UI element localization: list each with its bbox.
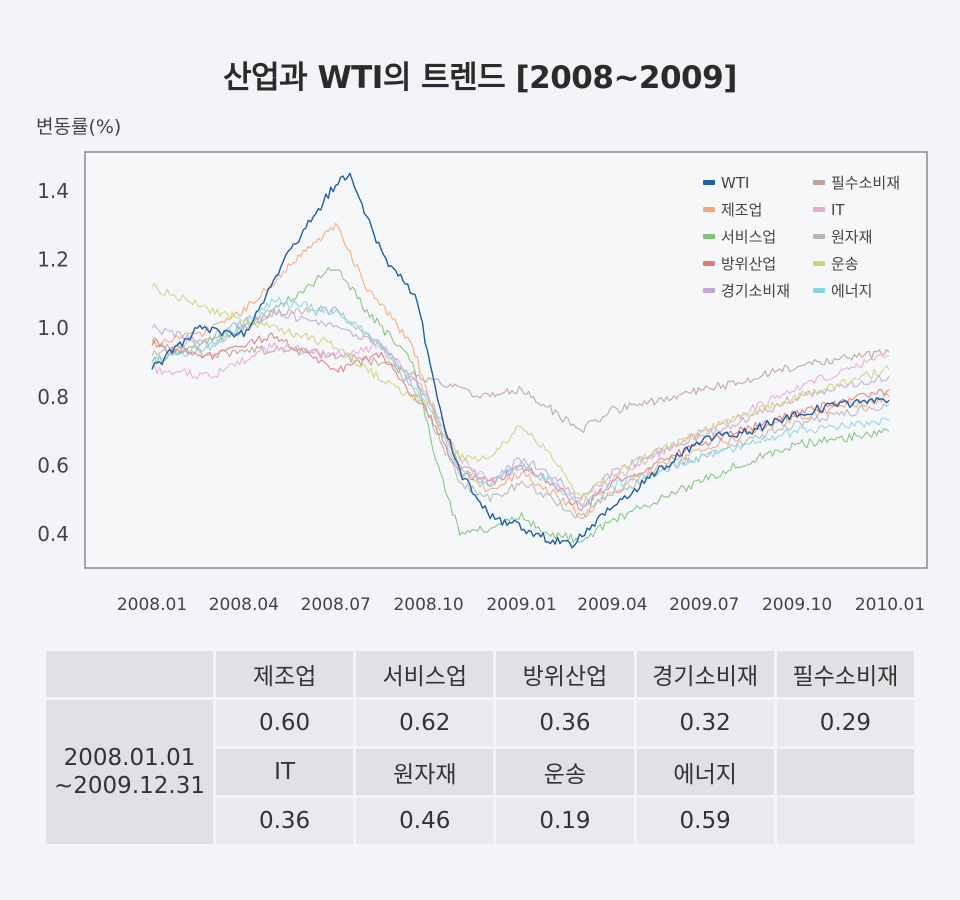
legend-label: 서비스업 — [721, 228, 776, 246]
legend-swatch — [813, 207, 825, 212]
legend-label: 원자재 — [831, 228, 872, 246]
legend-label: 제조업 — [721, 201, 762, 219]
plot-area — [84, 151, 928, 569]
legend-swatch — [703, 261, 715, 266]
legend-swatch — [813, 180, 825, 185]
table-cell — [773, 795, 918, 847]
table-row: 0.36 0.46 0.19 0.59 — [45, 795, 918, 847]
table-header: 제조업 — [212, 648, 357, 700]
table-cell: 0.19 — [493, 795, 637, 847]
x-tick-label: 2008.01 — [117, 595, 187, 615]
x-tick-label: 2010.01 — [855, 595, 925, 615]
table-header: 경기소비재 — [633, 648, 777, 700]
series-lines — [151, 172, 890, 549]
y-tick-label: 1.0 — [37, 316, 69, 340]
x-tick-label: 2009.01 — [486, 595, 556, 615]
table-header — [773, 746, 918, 798]
table-header: 서비스업 — [353, 648, 497, 700]
legend-label: WTI — [721, 174, 749, 192]
table-cell: 0.29 — [773, 697, 918, 749]
legend-swatch — [813, 288, 825, 293]
table-cell: 0.60 — [212, 697, 357, 749]
table-header: IT — [212, 746, 357, 798]
series-line — [151, 306, 890, 519]
legend-swatch — [813, 234, 825, 239]
table-corner — [43, 648, 216, 700]
x-tick-label: 2009.07 — [669, 595, 739, 615]
legend-label: 필수소비재 — [831, 174, 900, 192]
series-line — [151, 266, 890, 544]
series-line — [151, 342, 890, 507]
table-header: 필수소비재 — [773, 648, 918, 700]
x-tick-label: 2009.04 — [577, 595, 647, 615]
table-header: 방위산업 — [493, 648, 637, 700]
legend-label: 운송 — [831, 255, 859, 273]
y-axis-label: 변동률(%) — [36, 116, 121, 138]
correlation-table: 제조업 서비스업 방위산업 경기소비재 필수소비재 2008.01.01 ~200… — [43, 648, 918, 847]
x-axis-ticks: 2008.01 2008.04 2008.07 2008.10 2009.01 2009.… — [117, 595, 925, 615]
series-line — [151, 283, 890, 500]
period-label: 2008.01.01 ~2009.12.31 — [43, 697, 216, 847]
period-label-text: 2008.01.01 ~2009.12.31 — [54, 745, 205, 799]
y-axis-ticks: 0.4 0.6 0.8 1.0 1.2 1.4 — [37, 179, 69, 546]
series-line — [151, 296, 890, 508]
legend-label: 경기소비재 — [721, 282, 790, 300]
y-tick-label: 1.4 — [37, 179, 69, 203]
line-chart: 변동률(%) 0.4 0.6 0.8 1.0 1.2 1.4 2008.01 2008.04… — [36, 116, 928, 615]
table-header: 운송 — [493, 746, 637, 798]
table-header: 에너지 — [633, 746, 777, 798]
table-cell: 0.59 — [633, 795, 777, 847]
legend-swatch — [813, 261, 825, 266]
series-line — [151, 172, 890, 549]
legend-label: 에너지 — [831, 282, 872, 300]
table-header: 원자재 — [353, 746, 497, 798]
y-tick-label: 1.2 — [37, 248, 69, 272]
legend-swatch — [703, 234, 715, 239]
series-line — [151, 337, 890, 433]
x-tick-label: 2008.04 — [209, 595, 279, 615]
legend-swatch — [703, 180, 715, 185]
series-line — [151, 332, 890, 512]
y-tick-label: 0.6 — [37, 453, 69, 477]
table-cell: 0.46 — [353, 795, 497, 847]
chart-title: 산업과 WTI의 트렌드 [2008~2009] — [223, 60, 737, 96]
table-cell: 0.32 — [633, 697, 777, 749]
table-row: 제조업 서비스업 방위산업 경기소비재 필수소비재 — [43, 648, 918, 700]
table-cell: 0.36 — [493, 697, 637, 749]
y-tick-label: 0.8 — [37, 385, 69, 409]
legend-label: 방위산업 — [721, 255, 776, 273]
legend-swatch — [703, 207, 715, 212]
x-tick-label: 2009.10 — [762, 595, 832, 615]
series-line — [151, 222, 890, 520]
x-tick-label: 2008.07 — [301, 595, 371, 615]
legend-label: IT — [831, 201, 845, 219]
table-cell: 0.62 — [353, 697, 497, 749]
table-row: IT 원자재 운송 에너지 — [45, 746, 918, 798]
table-row: 2008.01.01 ~2009.12.31 0.60 0.62 0.36 0.3… — [43, 697, 918, 847]
x-tick-label: 2008.10 — [393, 595, 463, 615]
table-cell: 0.36 — [212, 795, 357, 847]
y-tick-label: 0.4 — [37, 522, 69, 546]
legend-swatch — [703, 288, 715, 293]
